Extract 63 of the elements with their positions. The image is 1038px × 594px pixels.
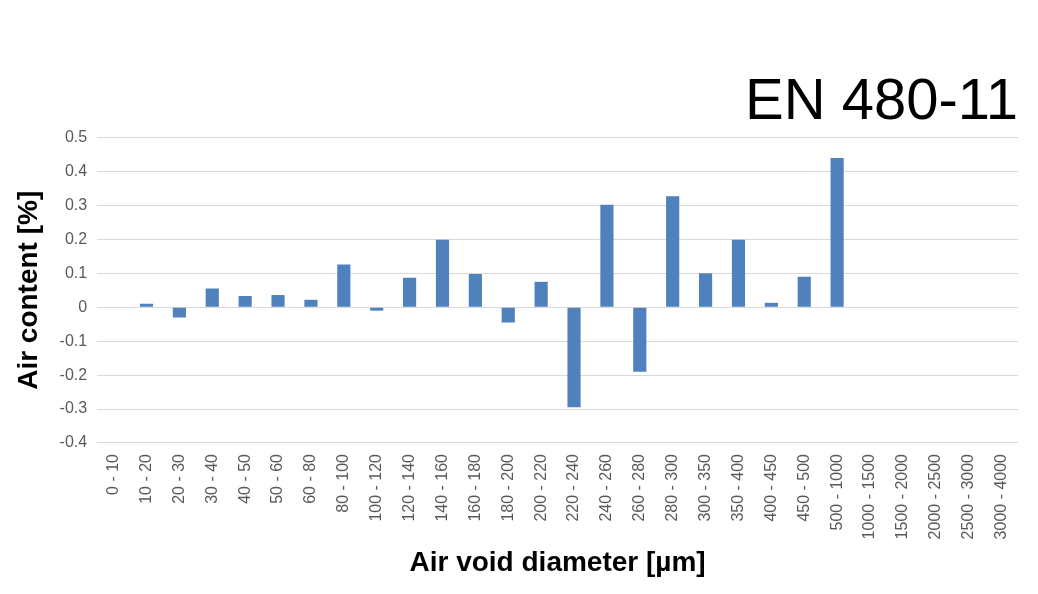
y-tick-label: -0.1 — [59, 331, 88, 349]
bar — [830, 157, 844, 307]
bar — [534, 281, 548, 307]
x-tick-label: 200 - 220 — [531, 453, 549, 522]
x-tick-label: 30 - 40 — [202, 453, 220, 504]
x-tick-label: 100 - 120 — [367, 453, 385, 522]
x-tick-label: 220 - 240 — [564, 453, 582, 522]
x-tick-label: 2500 - 3000 — [959, 453, 977, 540]
x-tick-label: 10 - 20 — [136, 453, 154, 504]
y-axis-title: Air content [%] — [11, 190, 43, 390]
x-tick-label: 60 - 80 — [301, 453, 319, 504]
x-tick-label: 3000 - 4000 — [991, 453, 1009, 540]
x-tick-label: 1500 - 2000 — [893, 453, 911, 540]
x-tick-label: 300 - 350 — [695, 453, 713, 522]
x-tick-label: 450 - 500 — [794, 453, 812, 522]
x-tick-label: 0 - 10 — [104, 453, 122, 495]
y-tick-label: -0.2 — [59, 365, 88, 383]
y-tick-label: -0.4 — [59, 433, 88, 451]
y-tick-label: 0.5 — [64, 128, 88, 146]
y-tick-label: 0.2 — [64, 229, 88, 247]
y-tick-label: 0.3 — [64, 195, 88, 213]
bar — [764, 302, 778, 307]
bar — [435, 239, 450, 307]
x-tick-label: 400 - 450 — [761, 453, 779, 522]
x-tick-label: 20 - 30 — [169, 453, 187, 504]
x-tick-label: 120 - 140 — [400, 453, 417, 522]
bar — [567, 307, 581, 408]
y-tick-label: 0 — [78, 297, 88, 315]
x-tick-label: 180 - 200 — [498, 453, 516, 522]
bar — [304, 299, 318, 307]
x-tick-label: 2000 - 2500 — [926, 453, 944, 540]
bar — [699, 273, 713, 307]
bar — [172, 307, 186, 318]
bar — [238, 296, 252, 307]
bar — [797, 276, 811, 307]
x-axis-title: Air void diameter [µm] — [409, 545, 706, 577]
y-tick-label: 0.1 — [64, 263, 88, 281]
bar — [468, 274, 482, 307]
x-tick-label: 500 - 1000 — [827, 453, 845, 531]
x-tick-label: 140 - 160 — [432, 453, 450, 522]
bar — [403, 277, 417, 307]
chart-title: EN 480-11 — [745, 65, 1018, 131]
x-tick-label: 280 - 300 — [663, 453, 681, 522]
y-tick-label: 0.4 — [64, 161, 88, 179]
x-tick-label: 80 - 100 — [334, 453, 352, 513]
x-tick-label: 260 - 280 — [630, 453, 648, 522]
bar — [731, 239, 746, 307]
bar — [370, 307, 384, 311]
bar — [600, 204, 614, 307]
x-tick-label: 350 - 400 — [728, 453, 746, 522]
x-tick-label: 160 - 180 — [465, 453, 483, 522]
bar — [633, 307, 647, 372]
bar — [666, 196, 680, 307]
bar — [271, 295, 285, 307]
bar — [205, 288, 219, 307]
bar — [337, 264, 351, 307]
bar — [139, 303, 154, 307]
x-tick-label: 240 - 260 — [597, 453, 615, 522]
y-tick-label: -0.3 — [59, 399, 88, 417]
x-tick-label: 40 - 50 — [235, 453, 253, 504]
x-tick-label: 50 - 60 — [268, 453, 286, 504]
bar — [501, 307, 515, 323]
x-tick-label: 1000 - 1500 — [860, 453, 878, 540]
